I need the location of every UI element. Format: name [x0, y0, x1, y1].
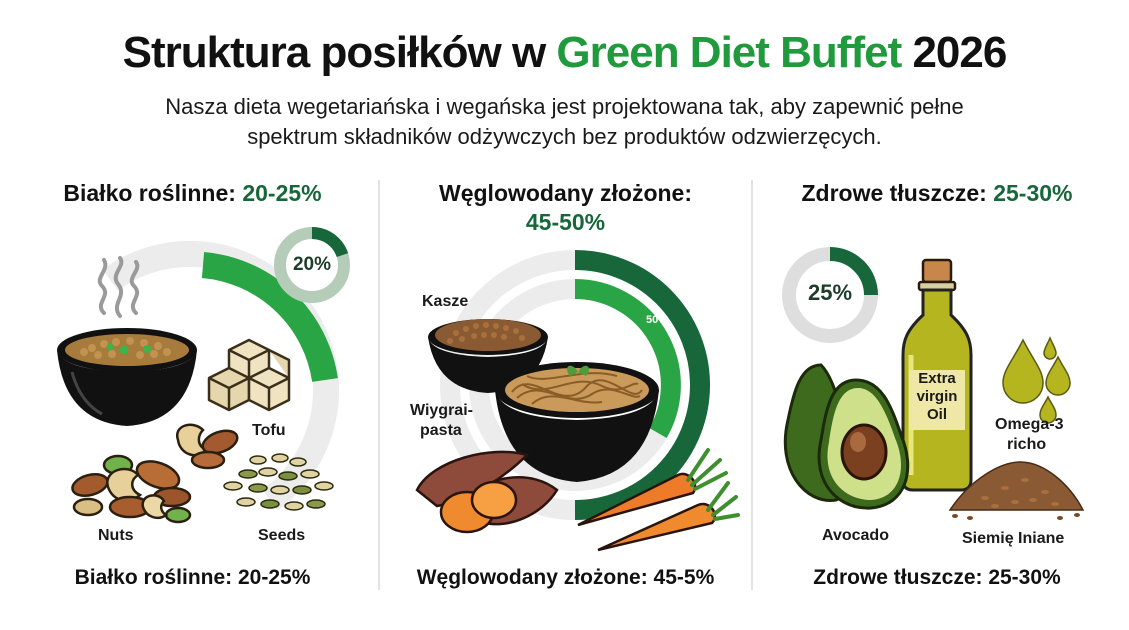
- lentil-bowl-illustration: [57, 328, 197, 426]
- item-label-seeds: Seeds: [258, 527, 306, 544]
- title-brand: Green Diet Buffet: [556, 28, 902, 77]
- seeds-illustration: [223, 453, 334, 511]
- panel-footer: Węglowodany złożone: 45-5%: [416, 566, 715, 589]
- item-label-nuts: Nuts: [98, 527, 134, 544]
- title-prefix: Struktura posiłków w: [122, 28, 557, 77]
- item-label-wholegrain-line2: pasta: [420, 422, 462, 439]
- page-subtitle: Nasza dieta wegetariańska i wegańska jes…: [40, 92, 1089, 152]
- page-title: Struktura posiłków w Green Diet Buffet 2…: [0, 28, 1129, 78]
- item-label-tofu: Tofu: [252, 422, 286, 439]
- sweet-potato-illustration: [415, 450, 559, 534]
- divider-right: [751, 180, 753, 590]
- panel-title-pct: 45-50%: [525, 209, 606, 235]
- item-label-avocado: Avocado: [822, 527, 889, 544]
- divider-left: [378, 180, 380, 590]
- fats-donut-value: 25%: [807, 280, 853, 305]
- ring-inner-value: 45%: [617, 330, 640, 342]
- title-suffix: 2026: [901, 28, 1007, 77]
- pasta-bowl-illustration: [495, 362, 659, 482]
- bottle-label-line1: Extra: [918, 370, 956, 387]
- panel-fats: Zdrowe tłuszcze: 25-30% 25% Extra virgin…: [762, 170, 1112, 610]
- panel-title: Zdrowe tłuszcze: 25-30%: [801, 180, 1073, 206]
- cashew-almond-illustration: [175, 423, 239, 470]
- item-label-kasze: Kasze: [422, 293, 469, 310]
- panel-title-pct: 20-25%: [242, 180, 322, 206]
- item-label-wholegrain-line1: Wiygrai-: [410, 402, 473, 419]
- panel-carbs: Węglowodany złożone: 45-50% 50% 45% Kasz…: [388, 170, 743, 610]
- subtitle-line-1: Nasza dieta wegetariańska i wegańska jes…: [165, 94, 964, 119]
- panel-title-pct: 25-30%: [993, 180, 1073, 206]
- protein-donut-chart: [274, 227, 350, 303]
- ring-outer-value: 50%: [646, 314, 669, 326]
- tofu-illustration: [207, 338, 291, 412]
- fats-donut-chart: [782, 247, 878, 343]
- avocado-illustration: [783, 363, 910, 510]
- carrots-illustration: [577, 448, 740, 552]
- item-label-flaxseed: Siemię Iniane: [962, 530, 1065, 547]
- bottle-label-line3: Oil: [926, 406, 947, 423]
- olive-oil-bottle-illustration: [901, 258, 973, 492]
- flaxseed-pile-illustration: [948, 461, 1085, 520]
- subtitle-line-2: spektrum składników odżywczych bez produ…: [247, 124, 882, 149]
- panel-title: Białko roślinne: 20-25%: [63, 180, 322, 206]
- panel-title: Węglowodany złożone: 45-50%: [388, 180, 743, 236]
- panel-protein: Białko roślinne: 20-25% 20%: [20, 170, 365, 610]
- mixed-nuts-illustration: [71, 454, 192, 524]
- steam-icon: [97, 256, 140, 318]
- item-label-omega3-line1: Omega-3: [995, 416, 1064, 433]
- item-label-omega3-line2: richo: [1007, 436, 1047, 453]
- bottle-label-line2: virgin: [916, 388, 958, 405]
- oil-drops-illustration: [1002, 336, 1071, 424]
- panel-footer: Zdrowe tłuszcze: 25-30%: [813, 566, 1061, 589]
- protein-donut-value: 20%: [292, 254, 332, 275]
- panel-footer: Białko roślinne: 20-25%: [74, 566, 311, 589]
- protein-arc-chart: [102, 241, 339, 511]
